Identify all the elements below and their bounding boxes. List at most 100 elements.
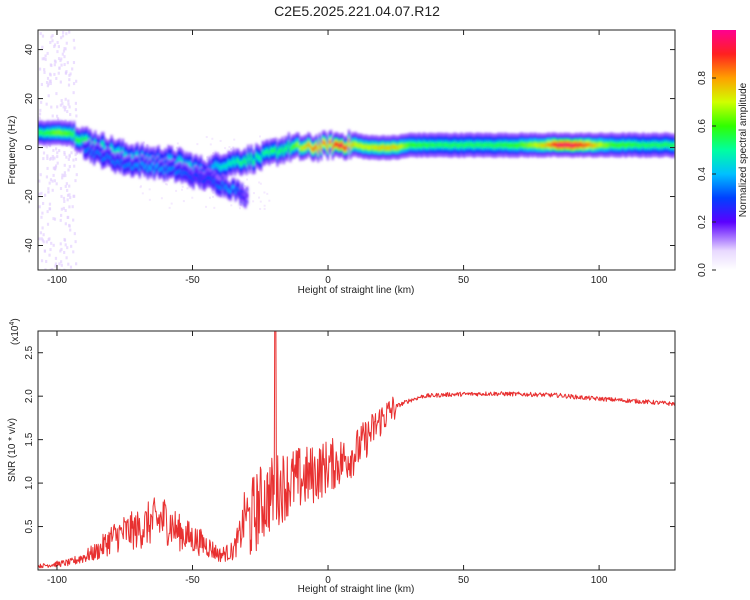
heat-main-ridge: [230, 161, 234, 166]
heat-main-ridge: [567, 142, 570, 147]
heat-main-ridge: [554, 142, 557, 147]
heat-speckle: [252, 200, 255, 203]
heat-main-ridge: [211, 165, 214, 169]
heat-main-ridge: [377, 146, 380, 151]
heat-secondary-ridge: [137, 163, 140, 167]
heat-speckle: [206, 158, 209, 161]
heat-speckle: [60, 63, 63, 67]
spectrogram-frame: [37, 29, 676, 271]
heat-speckle: [59, 59, 62, 63]
snr-x-tick-label: 0: [325, 575, 331, 586]
heat-main-ridge: [665, 142, 668, 147]
heat-main-ridge: [560, 143, 564, 148]
heat-secondary-ridge: [101, 158, 104, 162]
heat-speckle: [73, 164, 76, 168]
heat-main-ridge: [562, 143, 565, 147]
colorbar-label: Normalized spectral amplitude: [738, 82, 749, 217]
heat-secondary-ridge: [177, 170, 180, 174]
heat-speckle: [56, 151, 59, 155]
heat-speckle: [259, 200, 262, 203]
heat-speckle: [63, 163, 66, 167]
heat-main-ridge: [426, 143, 429, 148]
heat-main-ridge: [382, 145, 385, 149]
heat-speckle: [38, 237, 41, 241]
snr-y-ticks: 0.5 1.0 1.5 2.0 2.5: [24, 345, 675, 533]
heat-speckle: [160, 197, 163, 200]
heat-main-ridge: [541, 143, 544, 148]
heat-main-ridge: [367, 145, 370, 150]
heat-speckle: [64, 119, 67, 123]
heat-speckle: [48, 144, 52, 148]
heat-secondary-ridge: [156, 163, 159, 167]
heat-secondary-ridge: [153, 169, 156, 173]
snr-panel: -100 -50 0 50 100 0.5 1.0 1.5 2.0 2.5 Height of …: [7, 318, 676, 595]
heat-secondary-ridge: [117, 160, 120, 164]
heat-speckle: [45, 259, 48, 263]
heat-main-ridge: [533, 142, 536, 147]
heat-main-ridge: [432, 143, 435, 147]
heat-main-ridge: [408, 143, 411, 147]
heat-speckle: [40, 215, 43, 219]
heat-speckle: [53, 63, 56, 67]
heat-secondary-ridge: [141, 162, 145, 166]
heat-speckle: [259, 207, 262, 210]
heat-main-ridge: [580, 142, 583, 147]
heat-speckle: [62, 30, 65, 34]
heat-main-ridge: [595, 143, 598, 148]
heat-main-ridge: [442, 143, 445, 148]
heat-main-ridge: [364, 144, 367, 149]
heat-main-ridge: [178, 157, 181, 161]
heat-main-ridge: [437, 142, 440, 147]
heat-secondary-ridge: [205, 177, 208, 181]
heat-main-ridge: [321, 140, 325, 145]
heat-secondary-ridge: [167, 167, 171, 171]
heat-main-ridge: [445, 142, 448, 147]
heat-main-ridge: [471, 143, 474, 148]
heat-main-ridge: [235, 158, 238, 163]
heat-main-ridge: [504, 142, 507, 147]
heat-main-ridge: [515, 143, 518, 148]
heat-main-ridge: [383, 145, 386, 150]
heat-speckle: [43, 68, 46, 72]
heat-main-ridge: [352, 143, 356, 147]
heat-main-ridge: [102, 142, 105, 146]
heat-speckle: [181, 188, 184, 191]
heat-speckle: [49, 157, 52, 161]
heat-speckle: [42, 240, 45, 244]
heat-main-ridge: [248, 159, 251, 164]
spectrogram-y-tick-label: 40: [24, 44, 35, 56]
heat-main-ridge: [71, 133, 74, 138]
heat-speckle: [68, 153, 71, 157]
heat-speckle: [209, 143, 212, 146]
heat-main-ridge: [551, 142, 554, 147]
heat-main-ridge: [263, 152, 266, 156]
heat-main-ridge: [538, 143, 541, 148]
heat-main-ridge: [320, 146, 323, 151]
heat-speckle: [40, 259, 44, 263]
heat-main-ridge: [125, 152, 128, 157]
heat-speckle: [52, 243, 55, 247]
heat-speckle: [68, 193, 71, 197]
heat-main-ridge: [221, 165, 224, 170]
heat-speckle: [217, 151, 220, 154]
heat-main-ridge: [557, 143, 560, 148]
heat-speckle: [51, 33, 54, 37]
heat-main-ridge: [304, 144, 307, 149]
heat-main-ridge: [77, 138, 81, 143]
heat-main-ridge: [502, 143, 505, 148]
heat-main-ridge: [68, 131, 71, 136]
heat-speckle: [48, 72, 52, 76]
colorbar: 0.0 0.2 0.4 0.6 0.8 Normalized spectral ampl…: [697, 30, 749, 277]
spectrogram-x-ticks: -100 -50 0 50 100: [47, 30, 608, 286]
colorbar-gradient: [712, 30, 736, 270]
heat-speckle: [47, 187, 50, 191]
heat-speckle: [51, 155, 54, 159]
heat-speckle: [64, 105, 67, 109]
heat-speckle: [263, 207, 266, 210]
heat-speckle: [38, 112, 42, 116]
heat-main-ridge: [403, 144, 406, 148]
heat-speckle: [61, 34, 65, 38]
heat-main-ridge: [292, 144, 295, 149]
heat-speckle: [60, 263, 63, 267]
heat-main-ridge: [461, 143, 464, 148]
